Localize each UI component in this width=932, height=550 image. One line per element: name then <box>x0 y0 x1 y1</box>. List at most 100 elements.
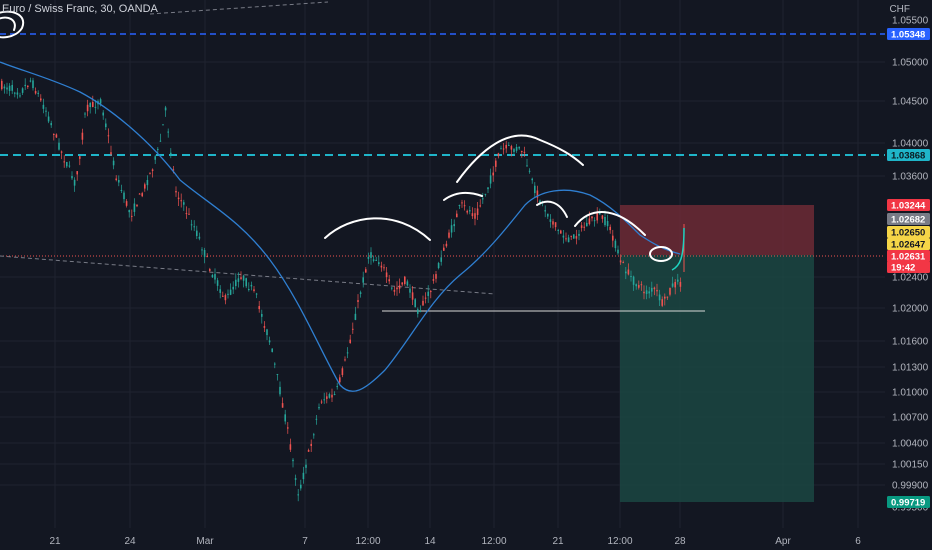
take-profit-zone[interactable] <box>620 255 814 502</box>
candle-body <box>671 283 674 287</box>
candle-body <box>549 219 552 222</box>
pattern-drawings[interactable] <box>0 10 673 262</box>
price-tick-label: 1.00700 <box>892 413 929 424</box>
candle-body <box>427 291 429 296</box>
right-shoulder-arc[interactable] <box>574 211 646 236</box>
candle-body <box>505 144 507 149</box>
candle-body <box>201 249 203 251</box>
candle-body <box>575 236 578 239</box>
time-tick-label: 24 <box>124 536 136 547</box>
price-tick-label: 1.04500 <box>892 97 929 108</box>
candle-body <box>115 178 117 181</box>
price-badge-bg <box>887 238 930 250</box>
candle-body <box>497 153 500 157</box>
candle-body <box>440 257 442 262</box>
candle-body <box>27 85 29 88</box>
candle-body <box>453 224 455 227</box>
candle-body <box>552 221 554 225</box>
candle-body <box>86 104 89 112</box>
candle-body <box>216 280 219 286</box>
candle-body <box>531 178 533 181</box>
candle-body <box>29 80 32 82</box>
candle-body <box>666 296 669 298</box>
price-badge-label: 19:42 <box>891 263 915 274</box>
small-arc-mid[interactable] <box>536 200 568 218</box>
candle-body <box>154 156 156 160</box>
candle-body <box>643 291 645 294</box>
candle-body <box>370 252 372 258</box>
symbol-title[interactable]: Euro / Swiss Franc, 30, OANDA <box>2 3 158 15</box>
corner-scribble[interactable] <box>0 10 25 39</box>
candle-body <box>401 282 403 285</box>
candle-body <box>554 222 557 228</box>
candle-body <box>133 203 136 212</box>
candle-body <box>331 394 333 398</box>
trend-line-lower[interactable] <box>0 255 496 295</box>
candle-body <box>170 152 172 155</box>
price-badge-bg <box>887 199 930 211</box>
stop-loss-zone[interactable] <box>620 205 814 255</box>
currency-label: CHF <box>889 4 910 15</box>
candle-body <box>110 152 112 155</box>
candle-body <box>266 329 268 336</box>
left-shoulder-arc[interactable] <box>324 217 431 241</box>
candle-body <box>214 274 216 280</box>
candle-body <box>630 276 632 278</box>
candle-body <box>276 373 279 375</box>
candle-body <box>625 271 627 274</box>
small-arc-left[interactable] <box>443 191 483 201</box>
candle-body <box>149 172 151 174</box>
candle-body <box>6 87 8 90</box>
trend-line-upper[interactable] <box>149 1 329 15</box>
candle-body <box>146 179 149 186</box>
candle-body <box>318 407 320 409</box>
candle-body <box>640 284 643 286</box>
candle-body <box>492 172 494 176</box>
candle-body <box>521 150 523 152</box>
candle-body <box>448 232 450 238</box>
candle-body <box>346 352 349 354</box>
candle-body <box>378 262 380 265</box>
candle-body <box>648 291 650 294</box>
candle-body <box>19 95 21 97</box>
time-axis-panel[interactable] <box>0 528 932 550</box>
time-tick-label: 12:00 <box>607 536 632 547</box>
candle-body <box>489 175 492 184</box>
price-tick-label: 1.02400 <box>892 273 929 284</box>
candle-body <box>601 215 604 219</box>
candle-body <box>619 260 622 263</box>
candle-body <box>669 288 671 295</box>
candle-body <box>167 131 169 133</box>
candle-body <box>383 267 385 269</box>
price-badge-bg <box>887 261 930 273</box>
candle-body <box>404 276 406 284</box>
head-arc[interactable] <box>456 134 584 183</box>
candle-body <box>547 213 549 217</box>
candle-body <box>398 285 401 289</box>
candle-body <box>164 107 167 111</box>
candle-body <box>474 213 476 219</box>
price-projection-curve[interactable] <box>671 227 685 271</box>
candle-body <box>336 386 338 388</box>
time-tick-label: 7 <box>302 536 308 547</box>
candle-body <box>606 221 609 227</box>
price-tick-label: 1.02000 <box>892 304 929 315</box>
candle-body <box>136 204 138 207</box>
candle-body <box>570 235 572 237</box>
price-tick-label: 1.01300 <box>892 363 929 374</box>
candle-body <box>604 216 606 226</box>
candle-body <box>320 401 323 403</box>
candle-body <box>596 213 598 221</box>
candle-body <box>177 197 180 200</box>
candle-body <box>263 326 266 328</box>
candle-body <box>513 149 515 153</box>
entry-circle[interactable] <box>649 246 673 262</box>
time-tick-label: 28 <box>674 536 686 547</box>
price-badge-label: 1.03244 <box>891 201 926 212</box>
candle-body <box>588 218 591 225</box>
candle-body <box>16 92 19 95</box>
candle-body <box>445 243 448 247</box>
candle-body <box>349 339 351 343</box>
